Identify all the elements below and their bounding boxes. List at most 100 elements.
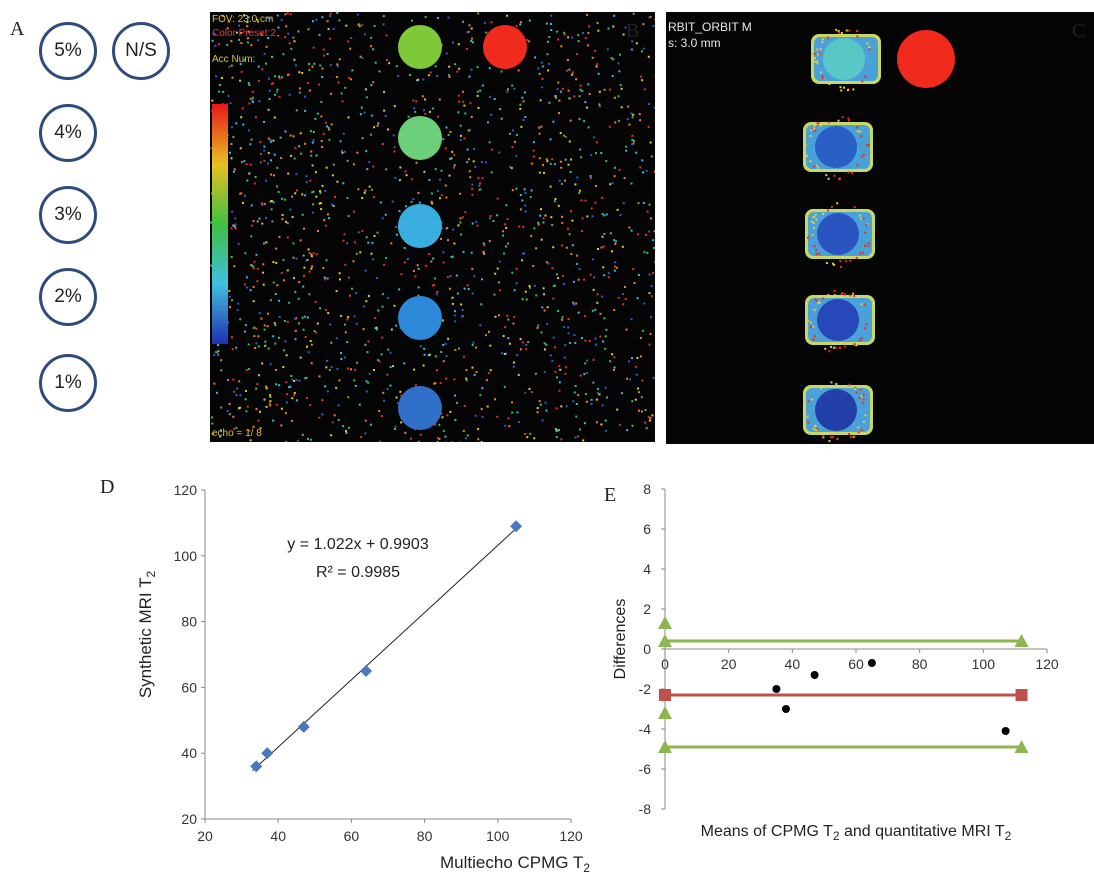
speckle bbox=[819, 71, 822, 74]
speckle bbox=[609, 360, 612, 363]
speckle bbox=[433, 382, 436, 385]
speckle bbox=[528, 387, 531, 390]
speckle bbox=[247, 343, 250, 346]
speckle bbox=[301, 316, 304, 319]
speckle bbox=[860, 217, 863, 220]
speckle bbox=[325, 166, 328, 169]
speckle bbox=[811, 398, 814, 401]
speckle bbox=[852, 292, 855, 295]
speckle bbox=[403, 362, 406, 365]
speckle bbox=[577, 40, 580, 43]
speckle bbox=[280, 272, 283, 274]
speckle bbox=[269, 394, 271, 397]
speckle bbox=[393, 146, 396, 149]
speckle bbox=[598, 393, 601, 396]
speckle bbox=[393, 428, 396, 430]
speckle bbox=[454, 320, 457, 323]
speckle bbox=[630, 318, 633, 321]
speckle bbox=[512, 361, 515, 364]
speckle bbox=[862, 421, 865, 423]
speckle bbox=[394, 425, 397, 428]
speckle bbox=[430, 200, 433, 203]
panel-d-letter: D bbox=[100, 476, 115, 498]
speckle bbox=[644, 409, 647, 411]
speckle bbox=[442, 360, 445, 363]
speckle bbox=[445, 227, 447, 230]
speckle bbox=[624, 286, 626, 288]
speckle bbox=[363, 111, 366, 114]
speckle bbox=[276, 185, 279, 188]
speckle bbox=[222, 90, 225, 93]
speckle bbox=[227, 20, 230, 23]
speckle bbox=[270, 82, 273, 85]
speckle bbox=[477, 438, 480, 441]
speckle bbox=[307, 248, 310, 251]
speckle bbox=[860, 337, 863, 340]
speckle bbox=[282, 279, 285, 282]
speckle bbox=[315, 18, 318, 21]
speckle bbox=[280, 424, 283, 427]
speckle bbox=[263, 203, 266, 205]
speckle bbox=[478, 184, 481, 187]
data-point bbox=[297, 720, 310, 733]
speckle bbox=[809, 321, 812, 324]
speckle bbox=[354, 384, 357, 387]
speckle bbox=[370, 188, 373, 191]
speckle bbox=[372, 165, 375, 168]
speckle bbox=[284, 36, 287, 38]
speckle bbox=[341, 151, 344, 154]
speckle bbox=[503, 353, 506, 355]
speckle bbox=[597, 72, 600, 75]
speckle bbox=[566, 59, 569, 61]
speckle bbox=[269, 400, 272, 403]
speckle bbox=[596, 387, 599, 390]
speckle bbox=[579, 428, 581, 431]
speckle bbox=[516, 411, 519, 414]
speckle bbox=[624, 26, 627, 29]
speckle bbox=[538, 126, 541, 129]
speckle bbox=[286, 320, 289, 323]
speckle bbox=[416, 264, 419, 267]
speckle bbox=[830, 346, 833, 348]
speckle bbox=[353, 379, 356, 382]
speckle bbox=[477, 12, 480, 15]
speckle bbox=[826, 36, 829, 39]
speckle bbox=[594, 337, 597, 340]
speckle bbox=[589, 273, 592, 276]
speckle bbox=[464, 211, 467, 214]
speckle bbox=[305, 259, 308, 262]
speckle bbox=[584, 315, 587, 318]
speckle bbox=[480, 303, 483, 306]
speckle bbox=[348, 76, 351, 79]
speckle bbox=[409, 74, 411, 76]
speckle bbox=[587, 83, 590, 86]
speckle bbox=[580, 156, 583, 159]
speckle bbox=[838, 31, 841, 34]
speckle bbox=[554, 428, 557, 431]
speckle bbox=[456, 292, 459, 295]
speckle bbox=[236, 387, 239, 390]
speckle bbox=[267, 312, 270, 315]
speckle bbox=[649, 15, 652, 18]
speckle bbox=[481, 415, 484, 418]
speckle bbox=[412, 198, 415, 201]
speckle bbox=[824, 347, 827, 350]
speckle bbox=[310, 343, 313, 346]
speckle bbox=[244, 398, 247, 401]
speckle bbox=[374, 327, 377, 330]
header-line-1: RBIT_ORBIT M bbox=[668, 20, 752, 34]
speckle bbox=[307, 28, 310, 31]
speckle bbox=[376, 359, 379, 362]
speckle bbox=[393, 105, 396, 108]
speckle bbox=[248, 102, 251, 105]
speckle bbox=[286, 236, 289, 239]
speckle bbox=[234, 225, 237, 228]
noise-speckles bbox=[210, 12, 655, 442]
y-tick-label: 2 bbox=[643, 601, 651, 617]
speckle bbox=[277, 191, 280, 193]
speckle bbox=[552, 120, 555, 123]
speckle bbox=[471, 37, 473, 40]
speckle bbox=[613, 166, 616, 169]
speckle bbox=[328, 37, 331, 40]
speckle bbox=[475, 371, 478, 374]
